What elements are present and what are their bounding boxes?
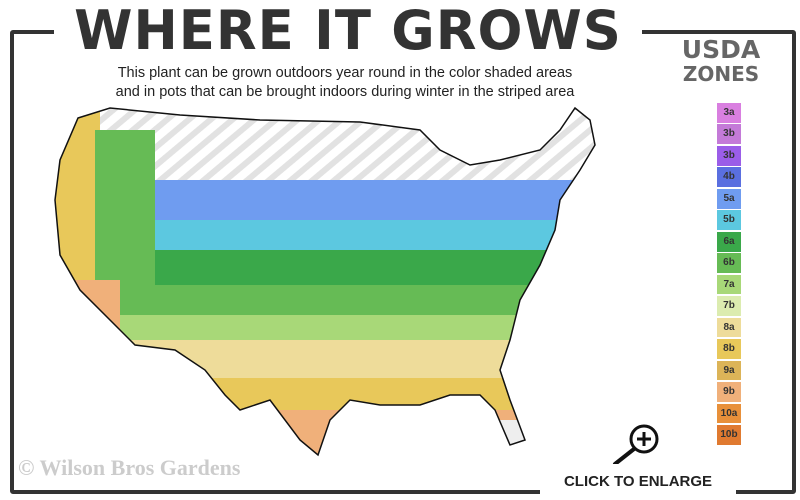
legend-zone-6a: 6a xyxy=(717,231,741,252)
subtitle: This plant can be grown outdoors year ro… xyxy=(40,64,650,102)
legend-zone-8a: 8a xyxy=(717,317,741,338)
zoom-in-icon[interactable] xyxy=(605,422,665,466)
legend-zone-6b: 6b xyxy=(717,253,741,273)
legend-title-line-1: USDA xyxy=(681,35,761,64)
zone-bands xyxy=(55,108,595,455)
legend-zone-10b: 10b xyxy=(717,425,741,445)
legend-zone-5a: 5a xyxy=(717,188,741,209)
legend-zone-3b: 3b xyxy=(717,124,741,145)
us-outline xyxy=(54,106,596,457)
legend-zone-9a: 9a xyxy=(717,360,741,381)
legend-zone-5b: 5b xyxy=(717,210,741,231)
legend-zone-3a: 3a xyxy=(717,103,741,123)
zone-legend: 3a 3b 3b 4b 5a 5b 6a 6b 7a 7b 8a 8b 9a 9b 10a 10b xyxy=(717,103,741,447)
subtitle-line-1: This plant can be grown outdoors year ro… xyxy=(117,65,573,81)
legend-zone-7a: 7a xyxy=(717,274,741,295)
legend-zone-3b: 3b xyxy=(717,145,741,166)
legend-zone-7b: 7b xyxy=(717,296,741,316)
legend-title: USDA ZONES xyxy=(656,35,786,86)
legend-zone-8b: 8b xyxy=(717,339,741,359)
legend-zone-9b: 9b xyxy=(717,382,741,402)
legend-zone-10a: 10a xyxy=(717,403,741,424)
click-to-enlarge-button[interactable]: CLICK TO ENLARGE xyxy=(540,464,736,494)
page-title: WHERE IT GROWS xyxy=(54,0,642,62)
legend-zone-4b: 4b xyxy=(717,167,741,188)
subtitle-line-2: and in pots that can be brought indoors … xyxy=(115,84,575,100)
watermark: © Wilson Bros Gardens xyxy=(18,455,241,480)
legend-title-line-2: ZONES xyxy=(682,62,760,86)
